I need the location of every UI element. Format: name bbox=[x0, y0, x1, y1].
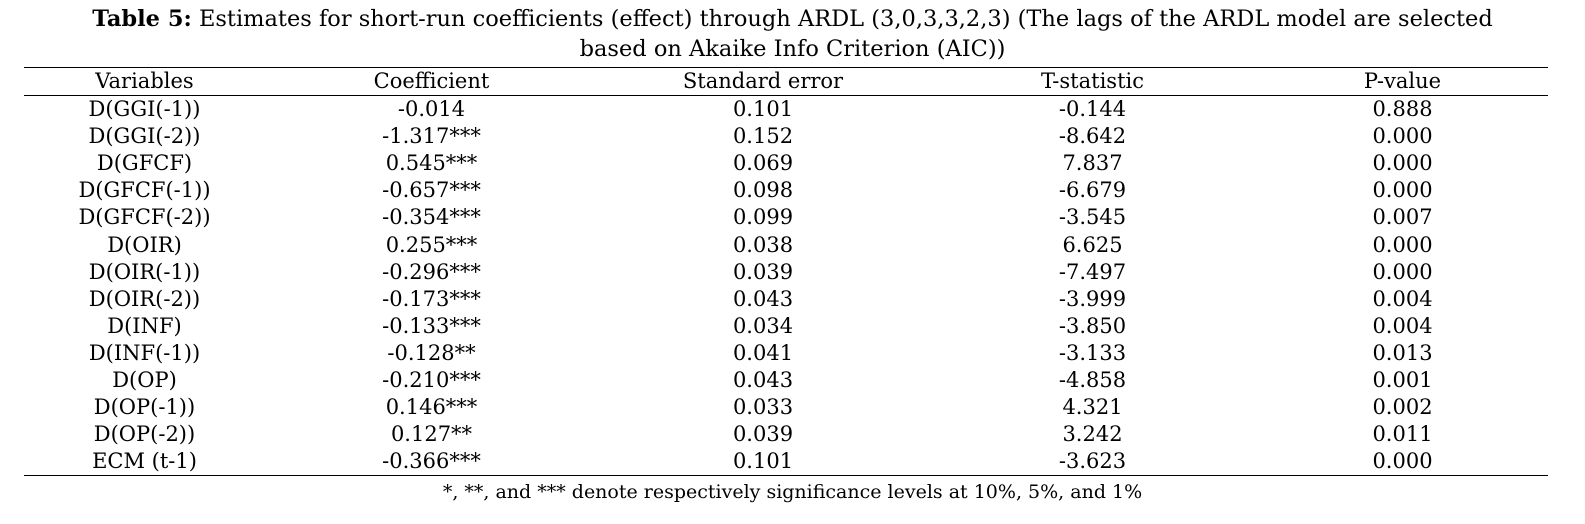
cell-coefficient: -0.210*** bbox=[382, 367, 481, 392]
cell-variable: D(OP(-2)) bbox=[93, 422, 196, 447]
cell-standard-error: 0.039 bbox=[732, 259, 794, 284]
cell-coefficient: 0.255*** bbox=[385, 232, 478, 257]
cell-variable: D(GGI(-1)) bbox=[88, 97, 201, 122]
cell-coefficient: -0.014 bbox=[397, 97, 466, 122]
cell-t-statistic: -3.545 bbox=[1058, 205, 1127, 230]
table-row: D(GFCF(-1)) -0.657*** 0.098 -6.679 0.000 bbox=[24, 177, 1548, 204]
results-table: Variables Coefficient Standard error T-s… bbox=[24, 68, 1548, 475]
cell-standard-error: 0.041 bbox=[732, 340, 794, 365]
cell-p-value: 0.888 bbox=[1372, 97, 1433, 122]
table-row: D(OIR(-2)) -0.173*** 0.043 -3.999 0.004 bbox=[24, 286, 1548, 313]
table-row: D(OP(-1)) 0.146*** 0.033 4.321 0.002 bbox=[24, 394, 1548, 421]
cell-coefficient: -0.366*** bbox=[382, 449, 481, 474]
cell-p-value: 0.004 bbox=[1372, 313, 1433, 338]
cell-variable: D(GFCF(-1)) bbox=[78, 178, 211, 203]
table-header-row: Variables Coefficient Standard error T-s… bbox=[24, 68, 1548, 96]
cell-t-statistic: -0.144 bbox=[1058, 97, 1127, 122]
caption-line-2: based on Akaike Info Criterion (AIC)) bbox=[579, 36, 1006, 62]
cell-p-value: 0.001 bbox=[1372, 367, 1433, 392]
cell-coefficient: 0.146*** bbox=[385, 395, 478, 420]
header-standard-error: Standard error bbox=[598, 68, 928, 96]
cell-variable: D(OIR) bbox=[107, 232, 182, 257]
cell-variable: D(GGI(-2)) bbox=[88, 124, 201, 149]
table-row: D(INF) -0.133*** 0.034 -3.850 0.004 bbox=[24, 313, 1548, 340]
cell-coefficient: 0.545*** bbox=[385, 151, 478, 176]
cell-variable: D(GFCF) bbox=[96, 151, 193, 176]
cell-variable: D(OP(-1)) bbox=[93, 395, 196, 420]
cell-t-statistic: 4.321 bbox=[1062, 395, 1123, 420]
cell-coefficient: -0.657*** bbox=[382, 178, 481, 203]
cell-p-value: 0.011 bbox=[1372, 422, 1433, 447]
cell-coefficient: -0.354*** bbox=[382, 205, 481, 230]
cell-t-statistic: -7.497 bbox=[1058, 259, 1127, 284]
cell-standard-error: 0.043 bbox=[732, 286, 794, 311]
cell-p-value: 0.000 bbox=[1372, 259, 1433, 284]
cell-t-statistic: -4.858 bbox=[1058, 367, 1127, 392]
table-row: D(OP(-2)) 0.127** 0.039 3.242 0.011 bbox=[24, 421, 1548, 448]
header-t-statistic: T-statistic bbox=[928, 68, 1257, 96]
table-row: D(OIR) 0.255*** 0.038 6.625 0.000 bbox=[24, 231, 1548, 258]
table-body: D(GGI(-1)) -0.014 0.101 -0.144 0.888 D(GGI(-… bbox=[24, 96, 1548, 476]
cell-coefficient: -0.128** bbox=[387, 340, 476, 365]
table-row: D(GGI(-1)) -0.014 0.101 -0.144 0.888 bbox=[24, 96, 1548, 124]
cell-t-statistic: -8.642 bbox=[1058, 124, 1127, 149]
caption-label: Table 5: bbox=[92, 6, 192, 32]
cell-standard-error: 0.098 bbox=[732, 178, 794, 203]
table-row: D(GFCF) 0.545*** 0.069 7.837 0.000 bbox=[24, 150, 1548, 177]
cell-t-statistic: -3.850 bbox=[1058, 313, 1127, 338]
cell-coefficient: -0.133*** bbox=[382, 313, 481, 338]
cell-p-value: 0.013 bbox=[1372, 340, 1433, 365]
cell-p-value: 0.000 bbox=[1372, 232, 1433, 257]
cell-p-value: 0.000 bbox=[1372, 151, 1433, 176]
cell-coefficient: -1.317*** bbox=[382, 124, 481, 149]
cell-t-statistic: -6.679 bbox=[1058, 178, 1127, 203]
cell-variable: D(INF) bbox=[107, 313, 182, 338]
table-row: D(INF(-1)) -0.128** 0.041 -3.133 0.013 bbox=[24, 340, 1548, 367]
cell-t-statistic: -3.999 bbox=[1058, 286, 1127, 311]
cell-standard-error: 0.038 bbox=[732, 232, 794, 257]
cell-t-statistic: -3.623 bbox=[1058, 449, 1127, 474]
caption-title: Estimates for short-run coefficients (ef… bbox=[191, 6, 1493, 32]
caption-line-1: Table 5: Estimates for short-run coeffic… bbox=[0, 4, 1585, 34]
cell-p-value: 0.002 bbox=[1372, 395, 1433, 420]
table-row: ECM (t-1) -0.366*** 0.101 -3.623 0.000 bbox=[24, 448, 1548, 475]
cell-p-value: 0.000 bbox=[1372, 124, 1433, 149]
cell-t-statistic: 6.625 bbox=[1062, 232, 1123, 257]
cell-p-value: 0.000 bbox=[1372, 178, 1433, 203]
header-p-value: P-value bbox=[1257, 68, 1548, 96]
results-table-container: Variables Coefficient Standard error T-s… bbox=[24, 67, 1548, 477]
cell-p-value: 0.000 bbox=[1372, 449, 1433, 474]
header-coefficient: Coefficient bbox=[265, 68, 598, 96]
cell-standard-error: 0.043 bbox=[732, 367, 794, 392]
cell-standard-error: 0.069 bbox=[732, 151, 794, 176]
cell-standard-error: 0.101 bbox=[732, 449, 794, 474]
header-variables: Variables bbox=[24, 68, 265, 96]
cell-variable: D(OP) bbox=[112, 367, 177, 392]
cell-t-statistic: 3.242 bbox=[1062, 422, 1123, 447]
cell-variable: D(GFCF(-2)) bbox=[78, 205, 211, 230]
cell-variable: D(INF(-1)) bbox=[88, 340, 201, 365]
table-caption: Table 5: Estimates for short-run coeffic… bbox=[0, 4, 1585, 64]
cell-variable: D(OIR(-1)) bbox=[88, 259, 201, 284]
significance-footnote: *, **, and *** denote respectively signi… bbox=[442, 481, 1143, 503]
cell-variable: ECM (t-1) bbox=[92, 449, 197, 474]
cell-coefficient: -0.296*** bbox=[382, 259, 481, 284]
cell-standard-error: 0.033 bbox=[732, 395, 794, 420]
cell-standard-error: 0.152 bbox=[732, 124, 794, 149]
cell-p-value: 0.004 bbox=[1372, 286, 1433, 311]
cell-standard-error: 0.099 bbox=[732, 205, 794, 230]
cell-t-statistic: 7.837 bbox=[1062, 151, 1123, 176]
table-row: D(GGI(-2)) -1.317*** 0.152 -8.642 0.000 bbox=[24, 123, 1548, 150]
table-row: D(OIR(-1)) -0.296*** 0.039 -7.497 0.000 bbox=[24, 259, 1548, 286]
table-row: D(GFCF(-2)) -0.354*** 0.099 -3.545 0.007 bbox=[24, 204, 1548, 231]
cell-variable: D(OIR(-2)) bbox=[88, 286, 201, 311]
table-row: D(OP) -0.210*** 0.043 -4.858 0.001 bbox=[24, 367, 1548, 394]
cell-standard-error: 0.101 bbox=[732, 97, 794, 122]
cell-t-statistic: -3.133 bbox=[1058, 340, 1127, 365]
cell-standard-error: 0.034 bbox=[732, 313, 794, 338]
cell-coefficient: -0.173*** bbox=[382, 286, 481, 311]
cell-p-value: 0.007 bbox=[1372, 205, 1433, 230]
cell-standard-error: 0.039 bbox=[732, 422, 794, 447]
cell-coefficient: 0.127** bbox=[390, 422, 473, 447]
